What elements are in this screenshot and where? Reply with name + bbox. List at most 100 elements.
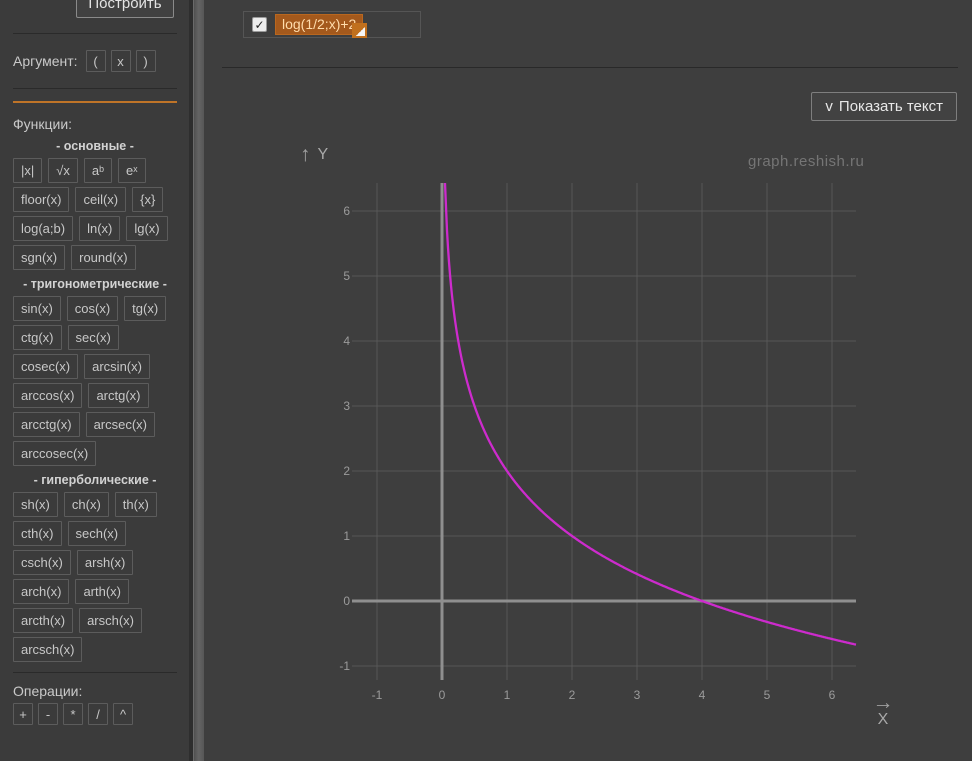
show-text-button[interactable]: v Показать текст xyxy=(811,92,957,121)
function-button-row: cosec(x) arcsin(x) xyxy=(13,354,190,379)
function-button-row: log(a;b) ln(x) lg(x) xyxy=(13,216,190,241)
function-button-roundx[interactable]: round(x) xyxy=(71,245,136,270)
function-button-chx[interactable]: ch(x) xyxy=(63,492,109,517)
operation-button-2[interactable]: * xyxy=(63,703,83,725)
chevron-down-icon: v xyxy=(825,98,833,115)
y-tick-label: 6 xyxy=(343,204,350,218)
function-section-title: - основные - xyxy=(56,139,134,153)
function-tag-container: ✓ log(1/2;x)+2 xyxy=(243,11,421,38)
function-label[interactable]: log(1/2;x)+2 xyxy=(275,14,364,35)
vertical-scrollbar[interactable] xyxy=(193,0,204,761)
build-button[interactable]: Построить xyxy=(76,0,174,18)
function-button-arthx[interactable]: arth(x) xyxy=(75,579,130,604)
right-arrow-icon: → xyxy=(872,691,894,714)
divider xyxy=(13,672,177,673)
up-arrow-icon: ↑ xyxy=(300,143,311,166)
x-tick-label: 2 xyxy=(569,688,576,702)
sidebar: Построить Аргумент: (x) Функции: - основ… xyxy=(0,0,190,761)
x-tick-label: 6 xyxy=(829,688,836,702)
y-axis-label: ↑ Y xyxy=(300,143,328,167)
function-button-arcctgx[interactable]: arcctg(x) xyxy=(13,412,80,437)
x-axis-label: → X xyxy=(863,691,903,728)
divider xyxy=(13,33,177,34)
function-button-cosecx[interactable]: cosec(x) xyxy=(13,354,79,379)
function-button-logab[interactable]: log(a;b) xyxy=(13,216,74,241)
function-button-ceilx[interactable]: ceil(x) xyxy=(75,187,127,212)
function-button-row: cth(x) sech(x) xyxy=(13,521,190,546)
functions-label: Функции: xyxy=(13,116,73,132)
divider xyxy=(13,88,177,89)
argument-button-x[interactable]: x xyxy=(110,50,131,72)
function-button-arccosecx[interactable]: arccosec(x) xyxy=(13,441,97,466)
y-tick-label: 1 xyxy=(343,529,350,543)
function-section-title: - гиперболические - xyxy=(33,473,157,487)
function-button-thx[interactable]: th(x) xyxy=(114,492,157,517)
function-button-row: ctg(x) sec(x) xyxy=(13,325,190,350)
y-tick-label: 0 xyxy=(343,594,350,608)
function-button-shx[interactable]: sh(x) xyxy=(13,492,58,517)
x-tick-label: 4 xyxy=(699,688,706,702)
function-button-sinx[interactable]: sin(x) xyxy=(13,296,61,321)
header-divider xyxy=(222,67,958,68)
function-button-row: arccosec(x) xyxy=(13,441,190,466)
function-button-x[interactable]: {x} xyxy=(132,187,164,212)
operation-button-0[interactable]: + xyxy=(13,703,33,725)
x-tick-label: 1 xyxy=(504,688,511,702)
function-button-row: arch(x) arth(x) xyxy=(13,579,190,604)
function-button-arcsinx[interactable]: arcsin(x) xyxy=(84,354,150,379)
operations-label: Операции: xyxy=(13,683,83,699)
function-button-cosx[interactable]: cos(x) xyxy=(66,296,119,321)
show-text-label: Показать текст xyxy=(838,98,943,115)
operation-button-4[interactable]: ^ xyxy=(113,703,133,725)
resize-handle-icon[interactable] xyxy=(352,23,367,38)
function-button-x[interactable]: √x xyxy=(48,158,78,183)
function-button-e[interactable]: eˣ xyxy=(118,158,146,183)
watermark: graph.reshish.ru xyxy=(748,153,865,170)
x-tick-label: 0 xyxy=(439,688,446,702)
function-button-floorx[interactable]: floor(x) xyxy=(13,187,70,212)
y-tick-label: -1 xyxy=(339,659,350,673)
function-button-arcsecx[interactable]: arcsec(x) xyxy=(85,412,156,437)
operations-row: + - * / ^ xyxy=(13,703,190,725)
function-button-cschx[interactable]: csch(x) xyxy=(13,550,71,575)
operation-button-3[interactable]: / xyxy=(88,703,108,725)
function-button-arcthx[interactable]: arcth(x) xyxy=(13,608,74,633)
operation-button-1[interactable]: - xyxy=(38,703,58,725)
argument-label: Аргумент: xyxy=(13,53,78,69)
function-button-arccosx[interactable]: arccos(x) xyxy=(13,383,83,408)
function-button-secx[interactable]: sec(x) xyxy=(67,325,119,350)
x-tick-label: -1 xyxy=(372,688,383,702)
y-tick-label: 4 xyxy=(343,334,350,348)
function-button-tgx[interactable]: tg(x) xyxy=(124,296,167,321)
function-button-archx[interactable]: arch(x) xyxy=(13,579,70,604)
function-section-title: - тригонометрические - xyxy=(23,277,167,291)
function-button-a[interactable]: aᵇ xyxy=(83,158,113,183)
function-visibility-checkbox[interactable]: ✓ xyxy=(252,17,267,32)
argument-button-0[interactable]: ( xyxy=(85,50,106,72)
function-button-cthx[interactable]: cth(x) xyxy=(13,521,62,546)
function-button-sgnx[interactable]: sgn(x) xyxy=(13,245,66,270)
function-button-row: sgn(x) round(x) xyxy=(13,245,190,270)
x-tick-label: 3 xyxy=(634,688,641,702)
function-button-ctgx[interactable]: ctg(x) xyxy=(13,325,62,350)
function-button-arshx[interactable]: arsh(x) xyxy=(76,550,134,575)
function-button-lgx[interactable]: lg(x) xyxy=(126,216,168,241)
function-button-arcschx[interactable]: arcsch(x) xyxy=(13,637,83,662)
graph-panel: ✓ log(1/2;x)+2 v Показать текст graph.res… xyxy=(204,0,972,761)
y-tick-label: 2 xyxy=(343,464,350,478)
panel-separator xyxy=(189,0,193,761)
argument-row: Аргумент: (x) xyxy=(13,48,190,74)
x-tick-label: 5 xyxy=(764,688,771,702)
function-button-arctgx[interactable]: arctg(x) xyxy=(88,383,149,408)
function-plot[interactable]: -1 0 1 2 3 4 5 6 -1 0 1 2 3 4 5 6 xyxy=(204,0,972,761)
argument-button-2[interactable]: ) xyxy=(135,50,156,72)
function-button-row: arcth(x) arsch(x) xyxy=(13,608,190,633)
function-button-sechx[interactable]: sech(x) xyxy=(67,521,127,546)
function-button-x[interactable]: |x| xyxy=(13,158,43,183)
scrollbar-thumb[interactable] xyxy=(193,0,204,761)
function-button-row: csch(x) arsh(x) xyxy=(13,550,190,575)
function-button-lnx[interactable]: ln(x) xyxy=(79,216,121,241)
y-tick-label: 3 xyxy=(343,399,350,413)
function-button-arschx[interactable]: arsch(x) xyxy=(79,608,143,633)
accent-divider xyxy=(13,101,177,103)
